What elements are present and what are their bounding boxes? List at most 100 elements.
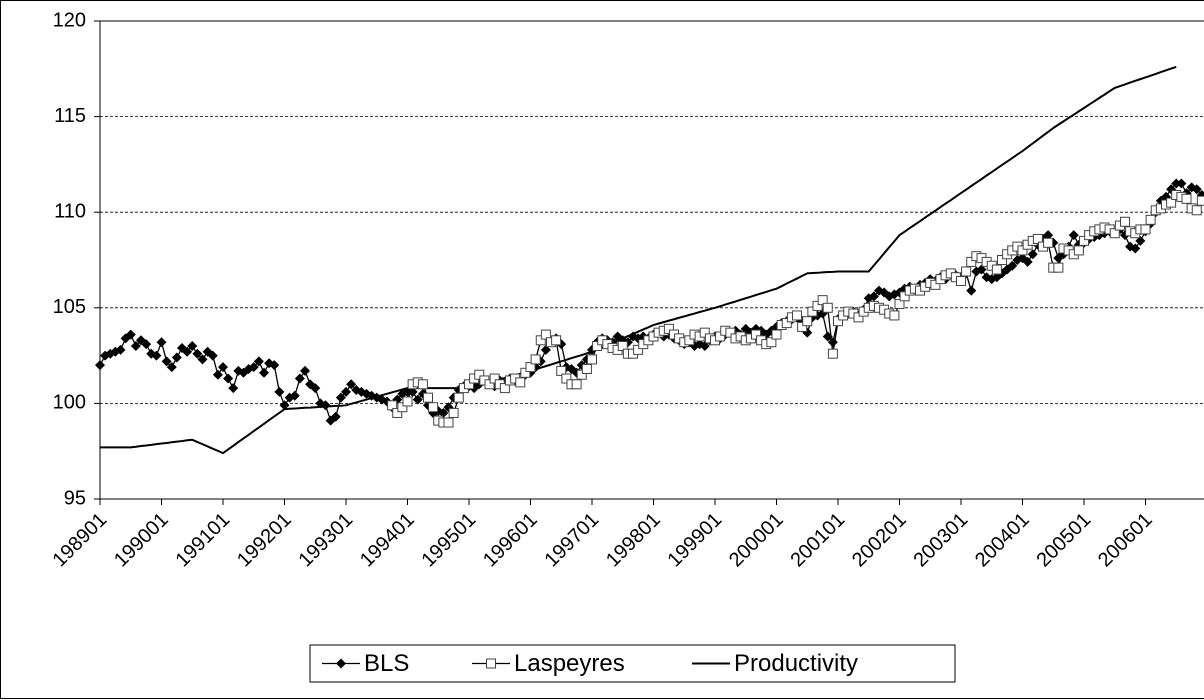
marker-square [1017,245,1028,256]
marker-square [853,312,864,323]
marker-square [443,417,454,428]
legend-box [309,644,956,683]
marker-diamond [822,331,833,342]
plot-frame [99,20,1204,500]
marker-square [956,276,966,287]
marker-diamond [1027,249,1038,260]
marker-square [725,327,736,338]
marker-diamond [1135,235,1146,246]
marker-diamond [161,356,172,367]
marker-diamond [699,341,710,352]
marker-diamond [125,329,136,340]
marker-square [387,400,398,411]
marker-square [556,365,567,376]
marker-square [392,407,403,418]
marker-square [484,379,495,390]
marker-square [464,379,474,390]
marker-diamond [300,365,310,376]
marker-square [1032,233,1043,244]
legend-label: BLS [364,650,409,677]
marker-square [633,344,644,355]
marker-square [486,658,496,669]
y-tick-label: 115 [54,105,86,127]
marker-diamond [95,360,105,371]
marker-diamond [248,362,259,373]
marker-diamond [279,400,290,411]
marker-diamond [166,362,177,373]
marker-diamond [156,337,167,348]
marker-square [499,383,510,394]
marker-square [423,392,433,403]
marker-square [551,335,562,346]
marker-diamond [259,367,269,378]
marker-diamond [1007,260,1018,271]
marker-diamond [540,344,551,355]
marker-diamond [212,369,223,380]
marker-square [961,266,972,277]
marker-square [1053,262,1064,273]
marker-diamond [294,373,305,384]
marker-diamond [1043,230,1054,241]
marker-diamond [336,658,346,669]
marker-square [576,369,587,380]
marker-diamond [274,386,285,397]
marker-square [1079,235,1089,246]
marker-square [894,298,905,309]
series-line [100,65,1177,455]
marker-square [1043,237,1054,248]
marker-diamond [1053,253,1064,264]
marker-diamond [402,386,413,397]
marker-diamond [1171,178,1182,189]
legend-label: Laspeyres [514,650,625,677]
marker-square [889,310,900,321]
marker-square [474,369,485,380]
marker-diamond [130,341,141,352]
marker-diamond [141,339,152,350]
marker-diamond [1191,184,1202,195]
marker-diamond [218,362,228,373]
marker-square [822,302,833,313]
marker-square [817,295,828,306]
marker-square [1166,197,1177,208]
marker-square [428,402,439,413]
marker-square [535,335,546,346]
marker-square [833,316,843,327]
marker-diamond [197,354,208,365]
marker-square [781,318,792,329]
marker-square [1181,193,1192,204]
marker-square [792,310,802,321]
marker-square [561,373,572,384]
marker-diamond [310,383,321,394]
marker-square [525,362,536,373]
marker-diamond [182,346,193,357]
marker-diamond [223,373,234,384]
marker-square [663,323,674,334]
marker-diamond [151,350,162,361]
marker-square [1109,228,1120,239]
marker-square [540,329,551,340]
marker-diamond [1130,243,1141,254]
marker-diamond [1022,256,1033,267]
marker-diamond [412,394,423,405]
marker-square [966,256,977,267]
marker-square [771,329,782,340]
marker-square [453,392,464,403]
marker-square [1140,224,1151,235]
marker-square [581,363,592,374]
marker-diamond [976,264,987,275]
marker-diamond [346,379,357,390]
marker-square [997,255,1007,265]
marker-square [751,329,761,340]
marker-square [1073,245,1084,256]
marker-diamond [320,400,331,411]
marker-square [417,379,428,390]
marker-square [930,279,941,290]
marker-square [515,377,526,388]
marker-square [617,341,628,352]
marker-diamond [171,352,182,363]
marker-diamond [115,344,126,355]
marker-square [520,367,531,378]
marker-square [571,379,582,390]
marker-square [797,321,808,332]
